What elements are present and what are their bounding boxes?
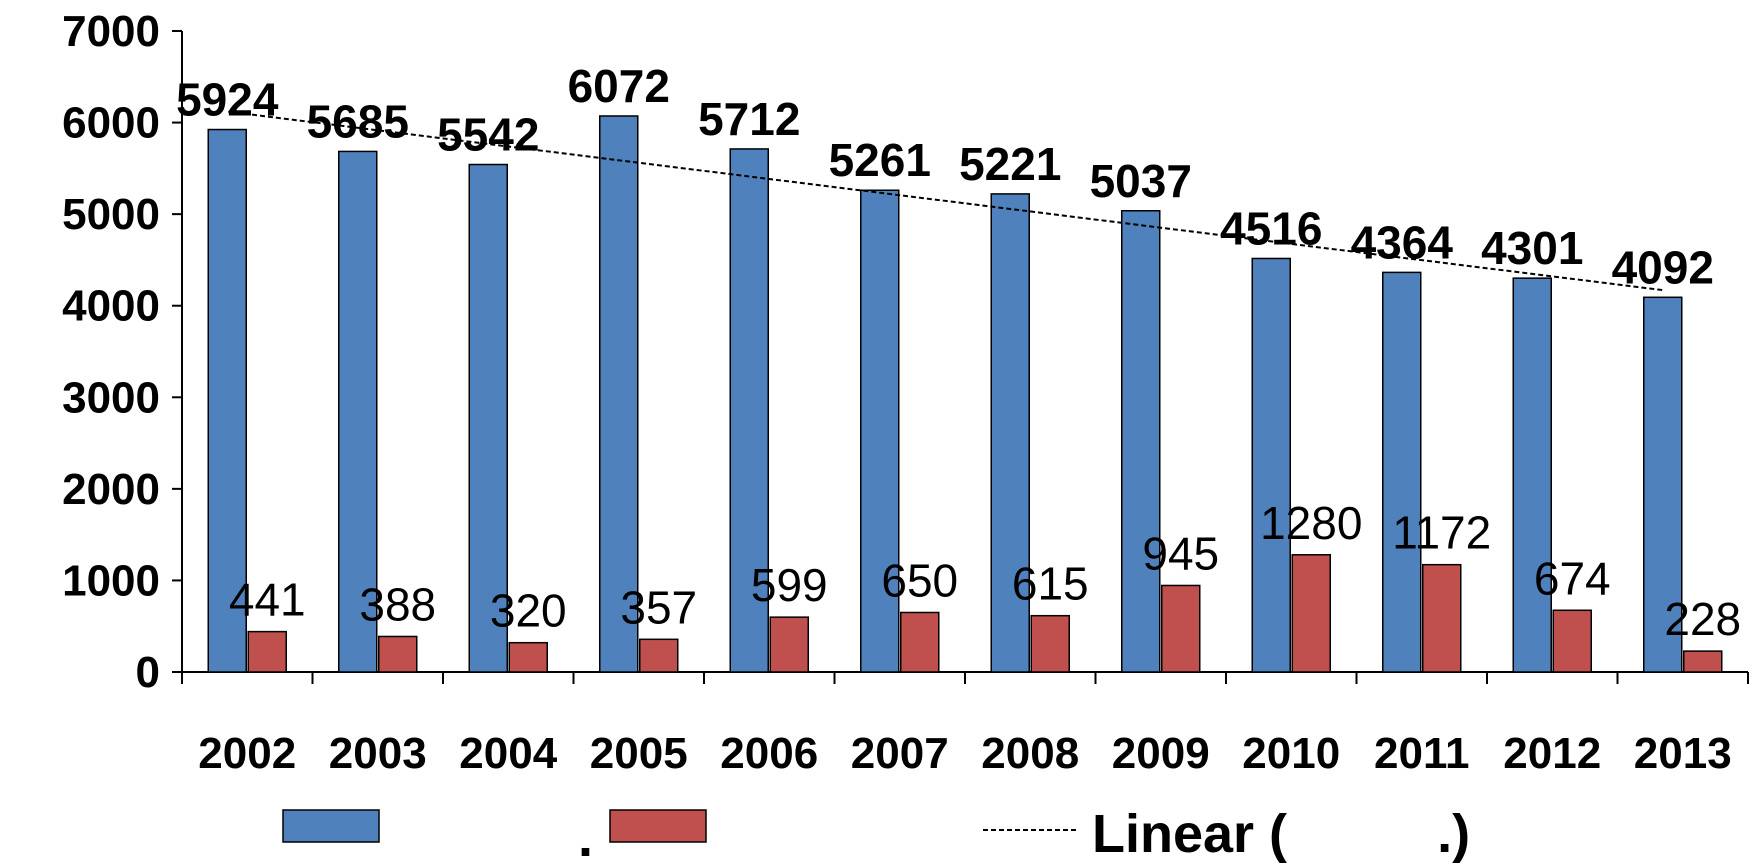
x-tick-label: 2006 <box>720 729 818 778</box>
bar-series-2 <box>1683 650 1723 673</box>
data-label-series-2: 441 <box>229 574 306 626</box>
x-tick-label: 2013 <box>1634 729 1732 778</box>
data-label-series-1: 5221 <box>959 138 1061 190</box>
data-label-series-2: 650 <box>881 554 958 606</box>
data-labels: 5924 441 5685 388 5542 320 6072 357 5712 599 5261 6… <box>176 60 1741 645</box>
bar-series-2 <box>639 638 679 673</box>
data-label-series-1: 4516 <box>1220 202 1322 254</box>
bar-series-2 <box>900 611 940 673</box>
data-label-series-2: 357 <box>620 581 697 633</box>
x-tick-label: 2012 <box>1503 729 1601 778</box>
bars <box>207 115 1723 673</box>
trendline-linear <box>228 110 1664 292</box>
data-label-series-1: 4364 <box>1351 216 1454 268</box>
bar-series-1 <box>207 128 247 673</box>
data-label-series-2: 1280 <box>1260 497 1362 549</box>
legend-swatch-series-1 <box>282 809 380 843</box>
axes: 0 1000 2000 3000 4000 5000 6000 7000 2002 2003 200… <box>62 7 1749 778</box>
y-tick-label: 5000 <box>62 190 160 239</box>
bar-series-2 <box>508 641 548 673</box>
legend-swatch-series-2 <box>609 809 707 843</box>
bar-series-1 <box>1382 271 1422 673</box>
data-label-series-1: 4301 <box>1481 222 1583 274</box>
bar-series-2 <box>1030 614 1070 673</box>
trendline <box>228 110 1664 292</box>
bar-series-1 <box>599 115 639 673</box>
y-tick-label: 3000 <box>62 373 160 422</box>
legend-label-series-2: . <box>578 808 593 868</box>
bar-series-1 <box>1643 296 1683 673</box>
bar-series-1 <box>1251 257 1291 673</box>
x-tick-label: 2003 <box>329 729 427 778</box>
bar-series-2 <box>247 630 287 673</box>
y-tick-label: 7000 <box>62 7 160 56</box>
bar-series-1 <box>1121 210 1161 673</box>
y-tick-label: 1000 <box>62 556 160 605</box>
bar-series-1 <box>468 163 508 673</box>
y-tick-label: 2000 <box>62 465 160 514</box>
x-tick-label: 2002 <box>198 729 296 778</box>
data-label-series-1: 5261 <box>829 134 931 186</box>
data-label-series-1: 5924 <box>176 74 279 126</box>
bar-series-2 <box>1291 554 1331 673</box>
data-label-series-2: 599 <box>751 559 828 611</box>
bar-series-1 <box>1512 277 1552 673</box>
data-label-series-2: 1172 <box>1392 507 1491 559</box>
data-label-series-2: 615 <box>1012 558 1089 610</box>
y-tick-label: 0 <box>136 648 160 697</box>
data-label-series-1: 5037 <box>1090 155 1192 207</box>
data-label-series-2: 228 <box>1664 593 1741 645</box>
legend: . Linear ( .) <box>282 804 1470 868</box>
x-tick-label: 2010 <box>1242 729 1340 778</box>
data-label-series-1: 5542 <box>437 109 539 161</box>
data-label-series-1: 4092 <box>1612 241 1714 293</box>
data-label-series-1: 6072 <box>568 60 670 112</box>
bar-series-1 <box>860 189 900 673</box>
bar-series-1 <box>729 148 769 673</box>
bar-series-1 <box>338 150 378 673</box>
bar-series-2 <box>769 616 809 673</box>
data-label-series-2: 320 <box>490 585 567 637</box>
y-tick-label: 6000 <box>62 99 160 148</box>
x-tick-label: 2005 <box>590 729 688 778</box>
x-tick-label: 2008 <box>981 729 1079 778</box>
legend-label-trendline: Linear ( .) <box>1092 804 1470 864</box>
data-label-series-1: 5712 <box>698 93 800 145</box>
bar-series-2 <box>1552 609 1592 673</box>
bar-series-2 <box>1422 563 1462 673</box>
x-tick-label: 2007 <box>851 729 949 778</box>
data-label-series-2: 945 <box>1142 527 1219 579</box>
x-tick-label: 2009 <box>1112 729 1210 778</box>
x-tick-label: 2011 <box>1374 729 1469 778</box>
bar-series-2 <box>378 635 418 673</box>
data-label-series-2: 388 <box>359 578 436 630</box>
x-tick-label: 2004 <box>459 729 557 778</box>
bar-series-2 <box>1161 584 1201 673</box>
bar-series-1 <box>990 193 1030 673</box>
y-tick-label: 4000 <box>62 282 160 331</box>
data-label-series-2: 674 <box>1534 552 1611 604</box>
data-label-series-1: 5685 <box>307 95 409 147</box>
